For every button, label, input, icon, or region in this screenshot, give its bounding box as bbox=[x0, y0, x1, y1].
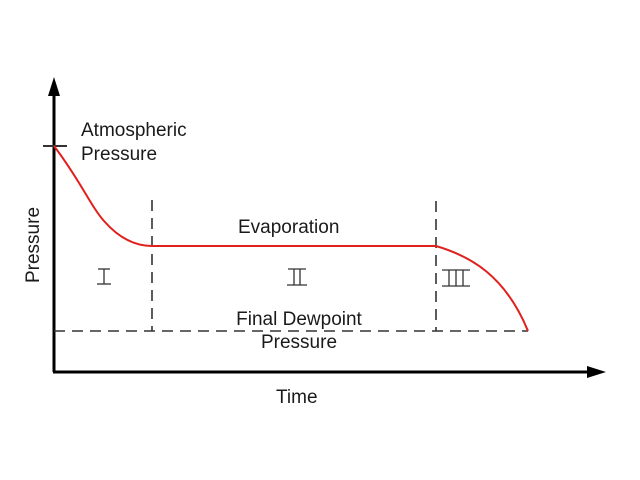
final-dewpoint-pressure-label: Final Dewpoint Pressure bbox=[226, 309, 372, 354]
pressure-curve bbox=[53, 145, 529, 332]
evaporation-label: Evaporation bbox=[238, 217, 340, 238]
phase-1-symbol-icon bbox=[97, 268, 111, 285]
final-dewpoint-line1: Final Dewpoint bbox=[236, 309, 362, 330]
x-axis-arrow-icon bbox=[587, 366, 606, 378]
final-dewpoint-line2: Pressure bbox=[260, 332, 338, 353]
phase-3-symbol-icon bbox=[442, 269, 470, 287]
atmospheric-label-line2: Pressure bbox=[81, 144, 158, 165]
atmospheric-label-line1: Atmospheric bbox=[81, 120, 187, 141]
y-axis-label: Pressure bbox=[23, 206, 44, 284]
x-axis-label: Time bbox=[276, 387, 318, 408]
atmospheric-pressure-label: Atmospheric Pressure bbox=[81, 120, 187, 166]
y-axis-arrow-icon bbox=[48, 77, 60, 96]
phase-2-symbol-icon bbox=[287, 268, 307, 286]
